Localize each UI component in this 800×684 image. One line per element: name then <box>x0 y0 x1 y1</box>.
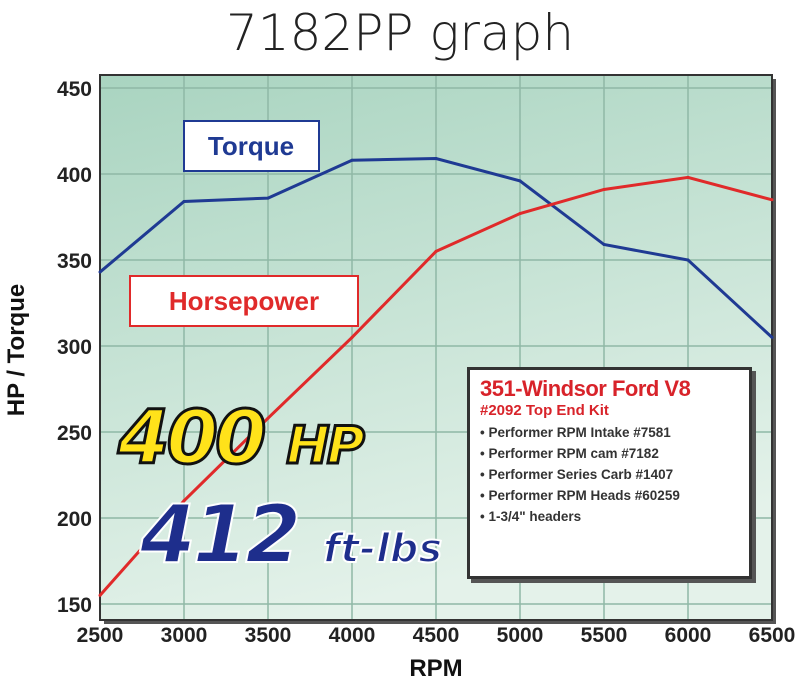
torque-point <box>350 158 354 162</box>
info-item: Performer RPM Heads #60259 <box>480 485 739 506</box>
x-tick-label: 5000 <box>497 624 544 647</box>
legend-horsepower: Horsepower <box>129 275 359 327</box>
info-item: Performer Series Carb #1407 <box>480 464 739 485</box>
torque-value: 412 <box>139 487 302 582</box>
torque-point <box>434 157 438 161</box>
chart-title: 7182PP graph <box>225 4 575 62</box>
legend-torque-label: Torque <box>208 131 294 161</box>
horsepower-point <box>350 335 354 339</box>
horsepower-point <box>686 175 690 179</box>
y-tick-label: 200 <box>57 508 92 531</box>
legend-torque: Torque <box>183 120 320 172</box>
x-tick-label: 4000 <box>329 624 376 647</box>
torque-point <box>602 243 606 247</box>
hp-callout: 400 HP <box>116 394 367 483</box>
y-tick-label: 400 <box>57 164 92 187</box>
horsepower-point <box>770 198 774 202</box>
y-tick-label: 300 <box>57 336 92 359</box>
x-tick-label: 3000 <box>161 624 208 647</box>
info-title: 351-Windsor Ford V8 <box>480 376 691 401</box>
x-tick-label: 4500 <box>413 624 460 647</box>
torque-point <box>686 258 690 262</box>
hp-unit: HP <box>285 415 367 478</box>
torque-point <box>518 179 522 183</box>
torque-point <box>182 200 186 204</box>
x-tick-label: 2500 <box>77 624 124 647</box>
y-tick-label: 250 <box>57 422 92 445</box>
y-tick-label: 450 <box>57 78 92 101</box>
hp-value: 400 <box>116 394 267 483</box>
torque-point <box>98 270 102 274</box>
horsepower-point <box>182 499 186 503</box>
x-tick-label: 5500 <box>581 624 628 647</box>
info-subtitle: #2092 Top End Kit <box>480 402 609 419</box>
legend-horsepower-label: Horsepower <box>169 286 319 316</box>
info-item: Performer RPM Intake #7581 <box>480 422 739 443</box>
horsepower-point <box>266 416 270 420</box>
x-tick-label: 6000 <box>665 624 712 647</box>
y-tick-label: 150 <box>57 594 92 617</box>
info-item: Performer RPM cam #7182 <box>480 443 739 464</box>
torque-callout: 412 ft-lbs <box>139 487 443 582</box>
info-box: 351-Windsor Ford V8 #2092 Top End Kit Pe… <box>467 367 752 579</box>
horsepower-point <box>98 593 102 597</box>
horsepower-point <box>434 249 438 253</box>
horsepower-point <box>518 212 522 216</box>
y-tick-label: 350 <box>57 250 92 273</box>
torque-point <box>266 196 270 200</box>
x-tick-label: 3500 <box>245 624 292 647</box>
horsepower-point <box>602 187 606 191</box>
y-axis-label: HP / Torque <box>3 284 30 416</box>
torque-point <box>770 335 774 339</box>
torque-unit: ft-lbs <box>322 525 443 573</box>
x-tick-label: 6500 <box>749 624 796 647</box>
x-axis-label: RPM <box>409 655 462 682</box>
info-item: 1-3/4" headers <box>480 506 739 527</box>
